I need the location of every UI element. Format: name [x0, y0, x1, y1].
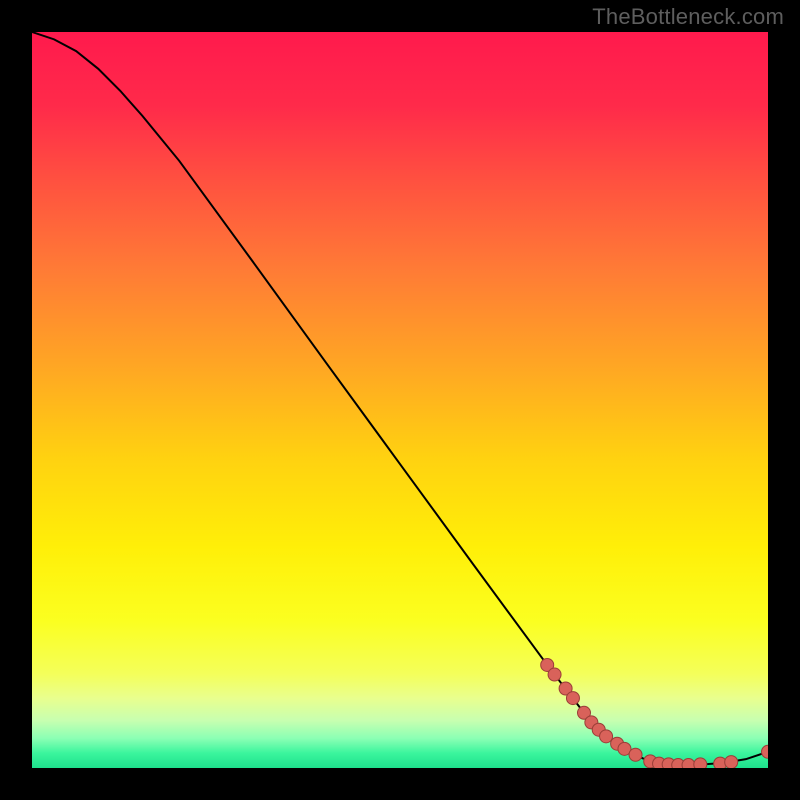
- plot-area: [32, 32, 768, 768]
- data-marker: [629, 748, 642, 761]
- watermark-text: TheBottleneck.com: [592, 4, 784, 30]
- data-marker: [548, 668, 561, 681]
- data-marker: [600, 730, 613, 743]
- data-markers: [541, 658, 768, 768]
- data-marker: [566, 692, 579, 705]
- data-marker: [682, 759, 695, 768]
- data-marker: [694, 758, 707, 768]
- bottleneck-curve: [32, 32, 768, 765]
- chart-overlay: [32, 32, 768, 768]
- data-marker: [725, 756, 738, 768]
- data-marker: [762, 745, 769, 758]
